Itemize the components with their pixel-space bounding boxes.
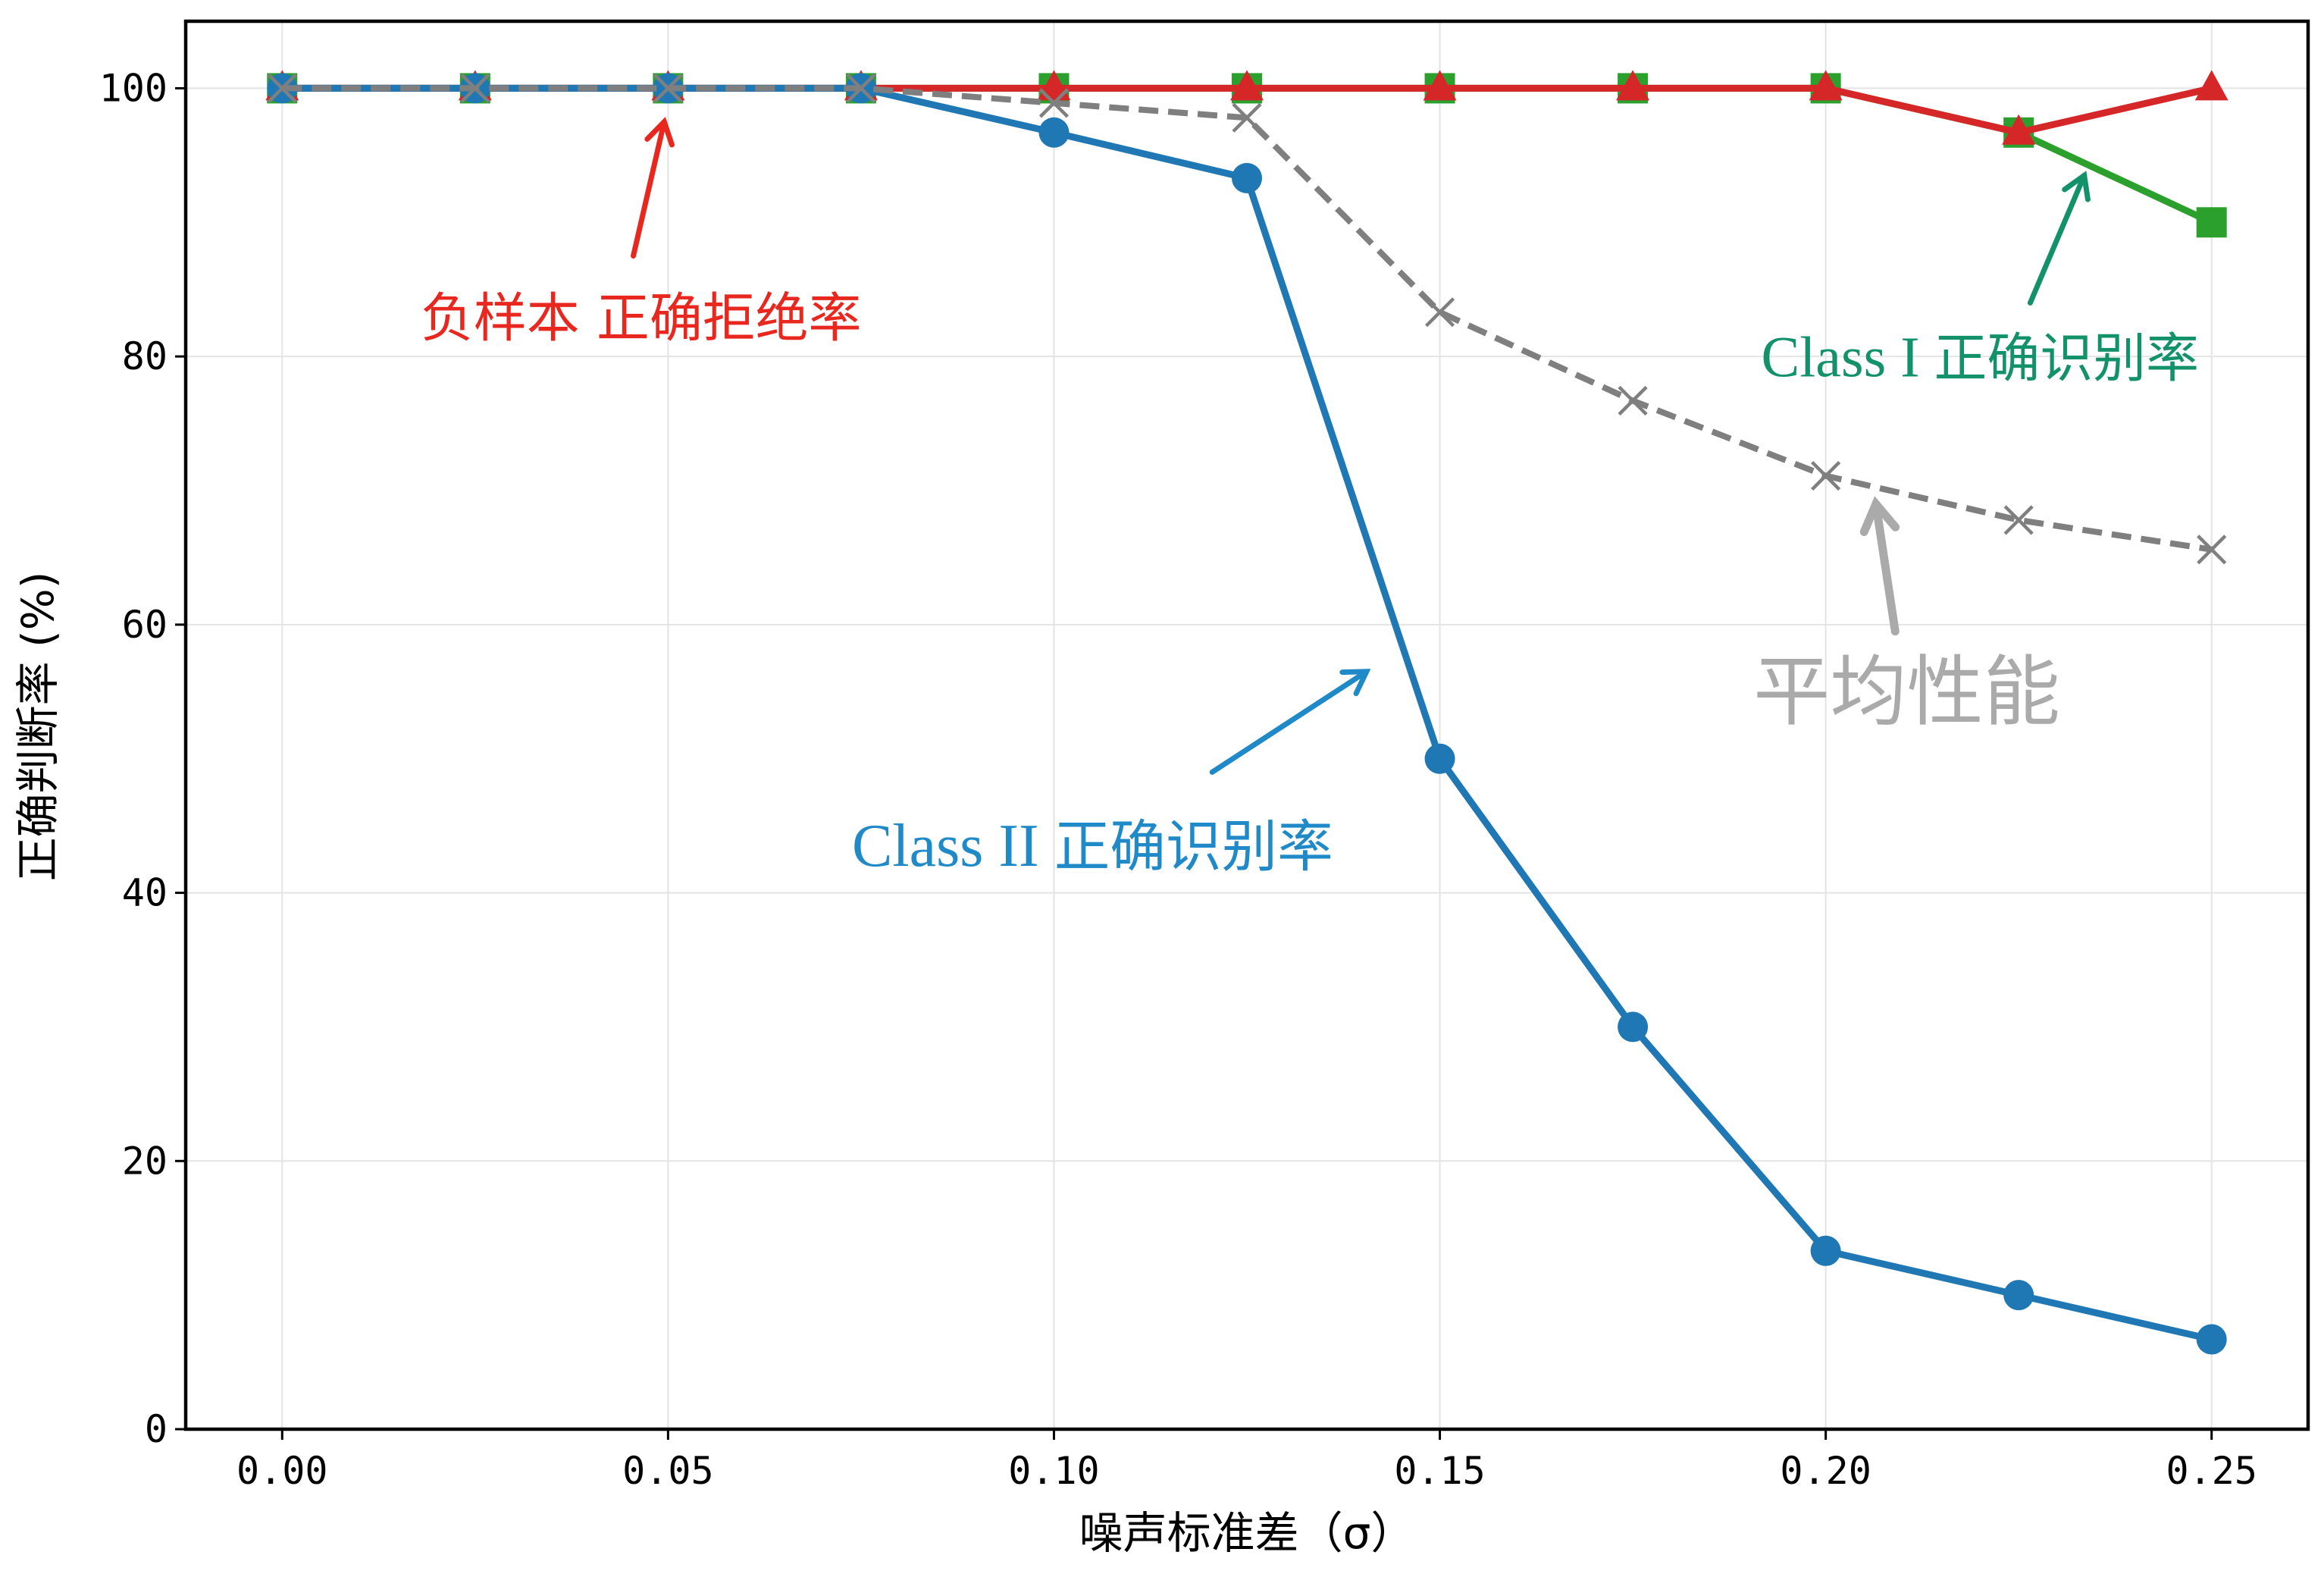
annotation-negative-rejection: 负样本 正确拒绝率: [421, 117, 861, 350]
data-point-class2: [2196, 1324, 2227, 1355]
data-point-average: [1811, 460, 1841, 491]
y-tick-label: 100: [99, 66, 168, 110]
y-axis-label: 正确判断率 (%): [12, 572, 64, 882]
series-line-average: [282, 85, 2213, 553]
axis-ticks: 0.00 0.05 0.10 0.15 0.20 0.25 0 20 40 60 80 100: [99, 66, 2257, 1493]
annotation-text-cn: 平均性能: [1753, 647, 2060, 737]
annotation-arrow-head: [1859, 496, 1900, 537]
annotation-arrow-head: [1339, 669, 1371, 697]
annotation-text-en: Class II: [852, 813, 1054, 879]
data-point-average: [2197, 535, 2227, 565]
data-point-average: [2003, 505, 2034, 535]
data-point-average: [267, 73, 297, 104]
data-point-class2: [1810, 1235, 1841, 1266]
annotation-text-en: Class I: [1762, 326, 1934, 390]
annotation-class1: Class I 正确识别率: [1762, 171, 2200, 390]
data-point-class2: [2003, 1280, 2034, 1311]
x-tick-label: 0.25: [2166, 1449, 2257, 1493]
annotation-arrow-head: [2062, 171, 2091, 202]
x-tick-label: 0.05: [622, 1449, 713, 1493]
annotation-text: Class I 正确识别率: [1762, 326, 2200, 390]
series-layer: [265, 70, 2228, 1355]
annotation-text-cn: 正确识别率: [1934, 328, 2200, 390]
data-point-negative: [1230, 70, 1264, 101]
plot-frame: [183, 19, 2310, 1431]
annotation-arrow-shaft: [631, 119, 667, 259]
data-point-class2: [1618, 1011, 1649, 1043]
y-tick-label: 0: [145, 1407, 168, 1451]
annotation-average: 平均性能: [1753, 496, 2060, 737]
annotation-arrow-shaft: [2027, 172, 2088, 306]
data-point-negative: [2194, 70, 2228, 101]
x-tick-label: 0.00: [236, 1449, 327, 1493]
annotation-text: Class II 正确识别率: [852, 813, 1333, 879]
data-point-class1: [2196, 207, 2227, 238]
data-point-average: [460, 73, 490, 104]
data-point-negative: [1423, 70, 1457, 101]
y-tick-label: 80: [122, 334, 168, 378]
annotation-class2: Class II 正确识别率: [852, 669, 1371, 879]
data-point-average: [1424, 297, 1455, 328]
x-axis-label: 噪声标准差（σ）: [1079, 1507, 1415, 1559]
annotation-text-cn: 负样本 正确拒绝率: [421, 288, 861, 350]
annotation-text-cn: 正确识别率: [1054, 815, 1333, 879]
data-point-class2: [1038, 117, 1070, 148]
annotation-text: 负样本 正确拒绝率: [421, 288, 861, 350]
data-point-average: [1038, 88, 1070, 118]
annotation-arrow-shaft: [1871, 500, 1900, 636]
y-tick-label: 60: [122, 603, 168, 647]
x-tick-label: 0.15: [1394, 1449, 1485, 1493]
x-tick-label: 0.10: [1008, 1449, 1099, 1493]
series-average: [267, 73, 2227, 565]
y-tick-label: 20: [122, 1139, 168, 1183]
data-point-negative: [1616, 70, 1650, 101]
y-tick-label: 40: [122, 871, 168, 915]
data-point-class2: [1424, 743, 1455, 774]
annotation-arrow-shaft: [1209, 669, 1370, 775]
data-point-average: [846, 73, 876, 104]
data-point-negative: [1809, 70, 1843, 101]
data-point-average: [1618, 385, 1648, 416]
series-negative: [265, 70, 2228, 145]
data-point-class2: [1232, 162, 1262, 193]
data-point-negative: [2002, 114, 2036, 145]
data-point-average: [653, 73, 683, 104]
annotation-arrow-head: [644, 117, 675, 148]
data-point-average: [1232, 102, 1262, 133]
x-tick-label: 0.20: [1780, 1449, 1871, 1493]
annotation-text: 平均性能: [1753, 647, 2060, 737]
